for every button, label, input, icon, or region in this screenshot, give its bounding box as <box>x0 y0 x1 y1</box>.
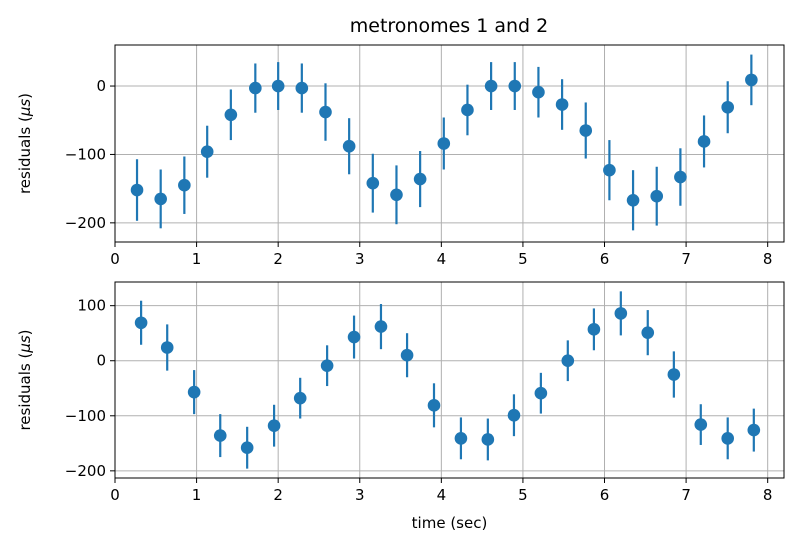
data-point <box>347 330 361 344</box>
data-point <box>614 307 628 320</box>
data-point <box>481 433 495 446</box>
data-point <box>461 103 474 117</box>
x-tick-label: 8 <box>763 486 773 504</box>
y-tick-label: −100 <box>65 407 106 425</box>
y-axis-label: residuals (μs) <box>16 329 34 430</box>
data-point <box>295 81 309 95</box>
data-point <box>400 348 414 362</box>
x-tick-label: 4 <box>437 486 447 504</box>
data-point <box>249 81 262 95</box>
x-tick-label: 7 <box>681 486 691 504</box>
data-point <box>427 399 441 412</box>
data-point <box>694 418 708 431</box>
x-tick-label: 6 <box>600 250 610 268</box>
x-tick-label: 6 <box>600 486 610 504</box>
data-point <box>507 408 521 422</box>
data-point <box>320 359 334 372</box>
x-tick-label: 5 <box>518 250 528 268</box>
x-tick-label: 2 <box>273 486 283 504</box>
y-tick-label: 100 <box>77 297 106 315</box>
data-point <box>178 178 191 192</box>
data-point <box>374 320 388 333</box>
y-tick-label: −200 <box>65 462 106 480</box>
data-point <box>413 172 427 186</box>
data-point <box>721 100 735 114</box>
data-point <box>587 323 601 336</box>
data-point <box>160 341 174 354</box>
data-point <box>187 385 201 399</box>
x-tick-label: 3 <box>355 250 365 268</box>
data-point <box>532 85 545 99</box>
data-point <box>390 188 403 202</box>
x-tick-label: 7 <box>681 250 691 268</box>
x-tick-label: 1 <box>192 486 202 504</box>
x-tick-label: 0 <box>110 250 120 268</box>
data-point <box>267 419 281 432</box>
top-panel: 0 1 2 3 4 5 6 7 8 −200 −100 0 residuals (μs) <box>16 44 785 268</box>
bottom-panel: 0 1 2 3 4 5 6 7 8 −200 −100 0 100 residuals (μs) time … <box>16 281 785 532</box>
data-point <box>484 79 498 93</box>
data-point <box>134 316 148 330</box>
x-tick-label: 3 <box>355 486 365 504</box>
data-point <box>745 73 758 87</box>
data-point <box>437 137 451 150</box>
data-point <box>454 432 468 445</box>
x-tick-label: 8 <box>763 250 773 268</box>
data-point <box>667 368 681 381</box>
y-tick-label: −200 <box>65 214 106 232</box>
data-point <box>224 108 238 122</box>
data-point <box>747 423 761 437</box>
y-tick-label: −100 <box>65 145 106 163</box>
data-point <box>674 170 687 184</box>
data-point <box>650 189 664 203</box>
x-tick-label: 1 <box>192 250 202 268</box>
x-axis-label: time (sec) <box>412 514 488 532</box>
y-tick-label: 0 <box>96 77 106 95</box>
data-point <box>342 139 356 153</box>
data-point <box>626 193 640 207</box>
x-tick-label: 4 <box>437 250 447 268</box>
data-point <box>200 145 214 159</box>
data-point <box>130 183 144 197</box>
x-tick-label: 2 <box>273 250 283 268</box>
data-point <box>293 391 307 405</box>
x-tick-label: 0 <box>110 486 120 504</box>
y-tick-label: 0 <box>96 352 106 370</box>
data-point <box>603 163 616 177</box>
data-point <box>271 79 285 93</box>
data-point <box>154 192 167 206</box>
data-point <box>641 326 655 339</box>
axes-frame <box>114 44 785 243</box>
y-axis-label: residuals (μs) <box>16 93 34 194</box>
data-point <box>555 98 569 111</box>
data-point <box>697 135 711 148</box>
data-point <box>319 105 332 119</box>
data-point <box>213 429 227 442</box>
data-point <box>240 441 254 455</box>
data-point <box>561 354 575 368</box>
data-point <box>721 432 735 445</box>
chart-title: metronomes 1 and 2 <box>350 15 548 37</box>
data-point <box>534 386 548 400</box>
axes-frame <box>114 281 785 479</box>
data-point <box>366 176 380 190</box>
data-point <box>508 79 522 93</box>
x-tick-label: 5 <box>518 486 528 504</box>
data-point <box>579 124 593 137</box>
